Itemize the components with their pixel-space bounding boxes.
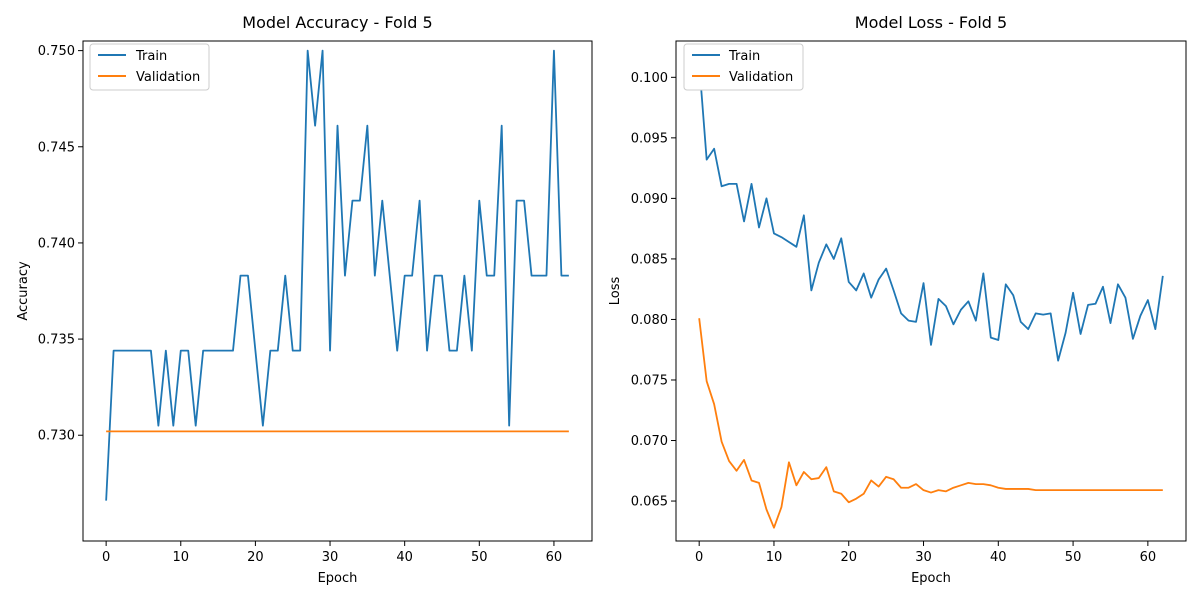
accuracy-chart: Model Accuracy - Fold 5 0.7300.7350.7400… xyxy=(16,13,593,586)
accuracy-series xyxy=(105,49,569,501)
loss-x-tick-label: 60 xyxy=(1140,550,1157,565)
loss-y-tick-label: 0.100 xyxy=(631,71,668,86)
loss-x-ticks: 0 10 20 30 40 50 60 xyxy=(695,541,1156,565)
loss-x-tick-label: 30 xyxy=(915,550,932,565)
loss-y-tick-label: 0.090 xyxy=(631,192,668,207)
accuracy-x-tick-label: 10 xyxy=(172,550,189,565)
loss-y-tick-label: 0.095 xyxy=(631,131,668,146)
loss-y-axis-label: Loss xyxy=(608,277,623,306)
accuracy-y-axis-label: Accuracy xyxy=(16,261,31,321)
accuracy-y-tick-label: 0.750 xyxy=(38,44,75,59)
accuracy-y-tick-label: 0.730 xyxy=(38,429,75,444)
accuracy-y-tick-label: 0.740 xyxy=(38,236,75,251)
loss-x-tick-label: 10 xyxy=(766,550,783,565)
loss-chart-title: Model Loss - Fold 5 xyxy=(855,13,1007,32)
loss-y-tick-label: 0.070 xyxy=(631,434,668,449)
accuracy-x-ticks: 0 10 20 30 40 50 60 xyxy=(102,541,562,565)
loss-y-tick-label: 0.085 xyxy=(631,252,668,267)
accuracy-x-tick-label: 50 xyxy=(471,550,488,565)
accuracy-x-tick-label: 40 xyxy=(396,550,413,565)
accuracy-x-tick-label: 0 xyxy=(102,550,110,565)
loss-y-tick-label: 0.080 xyxy=(631,313,668,328)
loss-y-ticks: 0.065 0.070 0.075 0.080 0.085 0.090 0.095 0.100 xyxy=(631,71,676,510)
loss-x-tick-label: 50 xyxy=(1065,550,1082,565)
accuracy-train-line xyxy=(105,49,569,501)
loss-legend-validation-label: Validation xyxy=(729,70,793,85)
accuracy-legend-validation-label: Validation xyxy=(136,70,200,85)
loss-plot-frame xyxy=(675,40,1187,542)
loss-y-tick-label: 0.065 xyxy=(631,495,668,510)
loss-legend-train-label: Train xyxy=(728,49,760,64)
accuracy-x-tick-label: 60 xyxy=(546,550,563,565)
loss-train-line xyxy=(698,62,1164,362)
accuracy-y-tick-label: 0.745 xyxy=(38,140,75,155)
loss-x-tick-label: 0 xyxy=(695,550,703,565)
accuracy-x-tick-label: 30 xyxy=(322,550,339,565)
accuracy-x-tick-label: 20 xyxy=(247,550,264,565)
accuracy-legend-train-label: Train xyxy=(135,49,167,64)
accuracy-y-ticks: 0.730 0.735 0.740 0.745 0.750 xyxy=(38,44,83,444)
loss-x-axis-label: Epoch xyxy=(911,571,951,586)
loss-chart: Model Loss - Fold 5 0.065 0.070 0.075 0.080… xyxy=(608,13,1187,586)
loss-legend: Train Validation xyxy=(683,43,804,91)
accuracy-plot-frame xyxy=(82,40,593,542)
accuracy-x-axis-label: Epoch xyxy=(318,571,358,586)
loss-x-tick-label: 20 xyxy=(840,550,857,565)
loss-y-tick-label: 0.075 xyxy=(631,373,668,388)
accuracy-chart-title: Model Accuracy - Fold 5 xyxy=(242,13,432,32)
accuracy-legend: Train Validation xyxy=(89,43,210,91)
loss-series xyxy=(698,62,1164,529)
loss-x-tick-label: 40 xyxy=(990,550,1007,565)
loss-validation-line xyxy=(698,318,1163,529)
accuracy-y-tick-label: 0.735 xyxy=(38,333,75,348)
